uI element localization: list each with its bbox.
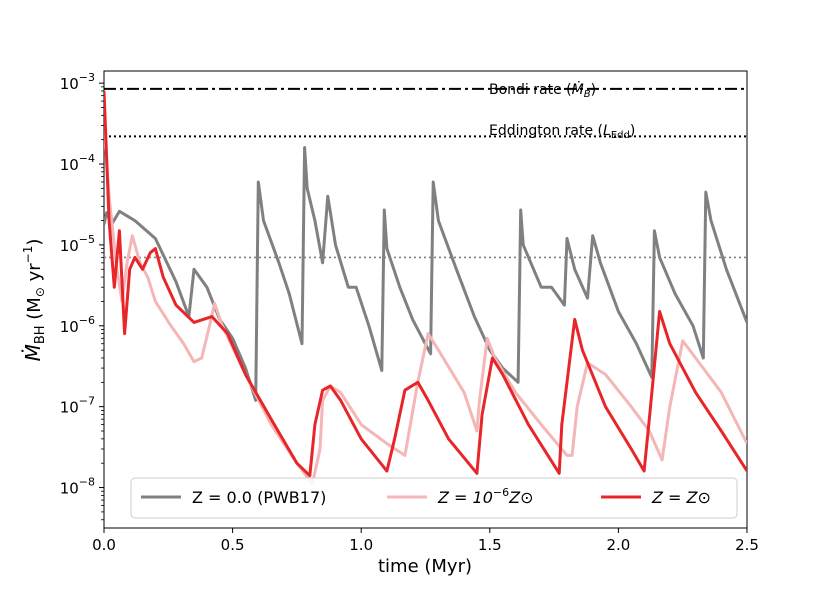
plot-frame: [103, 70, 748, 529]
legend-label-z0: Z = 0.0 (PWB17): [192, 488, 326, 507]
legend-label-zsun: Z = Z⊙: [651, 488, 711, 507]
x-tick-label-1: 0.5: [221, 536, 245, 554]
x-tick-label-2: 1.0: [349, 536, 373, 554]
series-group: [104, 90, 747, 486]
eddington-label: Eddington rate (LEdd): [489, 123, 635, 141]
series-line-1: [104, 125, 747, 486]
x-tick-label-4: 2.0: [606, 536, 630, 554]
plot-area: [103, 70, 748, 529]
series-line-0: [104, 146, 747, 402]
legend-box: [130, 477, 738, 519]
legend: Z = 0.0 (PWB17) Z = 10−6Z⊙ Z = Z⊙: [130, 477, 738, 519]
y-tick-label-0: 10−3: [60, 71, 95, 93]
reference-lines: [104, 87, 747, 259]
series-line-2: [104, 90, 747, 478]
x-tick-label-0: 0.0: [92, 536, 116, 554]
bondi-label: Bondi rate (ṀB): [489, 80, 596, 100]
y-axis-label: ṀBH (M⊙ yr−1): [21, 239, 48, 362]
x-tick-label-5: 2.5: [735, 536, 759, 554]
y-tick-label-3: 10−6: [60, 314, 95, 336]
axis-ticks: 0.0 0.5 1.0 1.5 2.0 2.5 10−3 10−4 10−5 10−6 10−7 10…: [60, 71, 759, 554]
y-tick-label-4: 10−7: [60, 395, 95, 417]
y-tick-label-5: 10−8: [60, 476, 95, 498]
y-tick-label-1: 10−4: [60, 152, 95, 174]
x-axis-label: time (Myr): [378, 556, 472, 577]
legend-label-zlow: Z = 10−6Z⊙: [437, 486, 534, 507]
y-tick-label-2: 10−5: [60, 233, 95, 255]
x-tick-label-3: 1.5: [478, 536, 502, 554]
